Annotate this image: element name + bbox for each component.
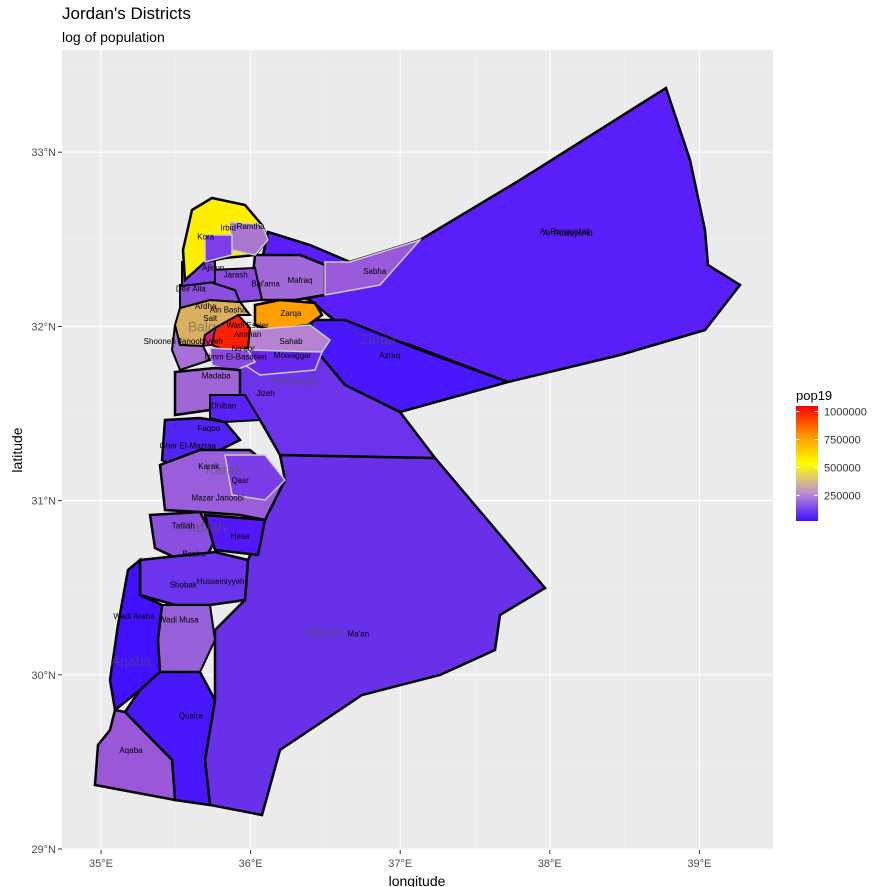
district-label-26: Ghor El-Mazraa (160, 441, 217, 450)
district-label-1: Ar-Ruwayshid (543, 229, 593, 238)
district-label-40: Aqaba (119, 746, 143, 755)
x-tick-label-3: 38°E (538, 858, 562, 870)
district-label-28: Karak (198, 462, 220, 471)
y-tick-label-3: 32°N (31, 321, 56, 333)
governorate-label-4: Ma'an (307, 623, 345, 639)
region-sabha (324, 238, 423, 296)
x-tick-label-2: 37°E (388, 858, 412, 870)
legend: pop19 250000 500000 750000 1000000 (796, 388, 867, 521)
district-label-23: Kora (197, 232, 214, 241)
legend-colorbar (796, 406, 818, 521)
district-label-17: Salt (203, 314, 218, 323)
district-label-9: Jizeh (256, 389, 275, 398)
district-label-24: Irbid (220, 224, 236, 233)
governorate-label-5: Aqaba (111, 653, 152, 669)
governorate-labels: Zarqa Amman Karak Tafilah Ma'an Aqaba Balqa (111, 319, 397, 669)
district-label-38: Ma'an (348, 629, 370, 638)
district-label-5: Zarqa (281, 309, 302, 318)
district-label-11: Na'oor (231, 344, 255, 353)
district-label-35: Husseiniyyeh (197, 577, 245, 586)
district-label-0: Ar-Ruwayshid (540, 227, 590, 236)
district-label-2: Sabha (363, 267, 387, 276)
legend-tick-label-0: 250000 (824, 490, 861, 502)
district-label-19: Ardha (195, 302, 217, 311)
chart-title: Jordan's Districts (62, 4, 191, 23)
district-label-18: Ain Basha (210, 305, 247, 314)
district-label-10: Wadi Essier (226, 321, 269, 330)
district-label-33: Bsaira (182, 549, 205, 558)
district-label-15: Dhiban (211, 401, 236, 410)
chart-subtitle: log of population (62, 29, 165, 45)
district-label-22: Ajloun (202, 264, 224, 273)
x-tick-label-0: 35°E (89, 858, 113, 870)
x-tick-label-1: 36°E (239, 858, 263, 870)
region-zarqa (253, 298, 324, 332)
y-tick-label-2: 31°N (31, 496, 56, 508)
district-label-36: Wadi Araba (113, 612, 155, 621)
district-label-16: Shooneh Janoobiyyeh (144, 337, 223, 346)
district-label-6: Sahab (279, 337, 303, 346)
map-shapes (93, 86, 742, 817)
district-label-31: Tafilah (172, 521, 195, 530)
district-label-8: Mowaggar (274, 351, 312, 360)
governorate-label-3: Tafilah (185, 519, 225, 535)
district-label-3: Mafraq (288, 276, 313, 285)
legend-tick-label-2: 750000 (824, 434, 861, 446)
x-tick-label-4: 39°E (687, 858, 711, 870)
district-labels: Ar-RuwayshidAr-RuwayshidSabhaMafraqBal'a… (113, 222, 592, 755)
region-hesa (203, 513, 267, 557)
y-axis: 29°N 30°N 31°N 32°N 33°N (31, 147, 62, 856)
x-axis: 35°E 36°E 37°E 38°E 39°E (89, 850, 711, 870)
region-aqaba (93, 708, 177, 802)
x-axis-title: longitude (389, 873, 446, 887)
district-label-21: Jarash (224, 271, 248, 280)
district-label-34: Shobak (170, 581, 198, 590)
region-kora (204, 234, 233, 263)
legend-tick-label-3: 1000000 (824, 407, 867, 419)
region-shooneh (170, 324, 212, 372)
district-label-20: Deir Alla (176, 285, 206, 294)
district-label-30: Mazar Janoobi (191, 494, 244, 503)
y-tick-label-4: 33°N (31, 147, 56, 159)
region-dhiban (209, 394, 262, 424)
district-label-14: Madaba (202, 372, 231, 381)
region-qasr (224, 454, 287, 501)
y-tick-label-0: 29°N (31, 844, 56, 856)
district-label-37: Wadi Musa (159, 616, 199, 625)
district-label-25: Ramtha (237, 222, 266, 231)
district-label-4: Bal'ama (251, 279, 280, 288)
governorate-label-1: Amman (271, 373, 319, 389)
legend-tick-label-1: 500000 (824, 462, 861, 474)
district-label-13: Umm El-Basatien (205, 352, 267, 361)
y-axis-title: latitude (9, 427, 25, 472)
governorate-label-2: Karak (205, 461, 243, 477)
district-label-7: Azraq (379, 351, 400, 360)
district-label-29: Qasr (231, 476, 249, 485)
y-tick-label-1: 30°N (31, 670, 56, 682)
district-label-12: Amman (234, 330, 262, 339)
legend-title: pop19 (796, 388, 832, 403)
district-label-39: Quaira (179, 711, 204, 720)
district-label-32: Hesa (231, 532, 250, 541)
region-naoor (209, 347, 257, 373)
district-label-27: Faqoo (197, 424, 220, 433)
governorate-label-6: Balqa (188, 319, 224, 335)
governorate-label-0: Zarqa (359, 331, 396, 347)
